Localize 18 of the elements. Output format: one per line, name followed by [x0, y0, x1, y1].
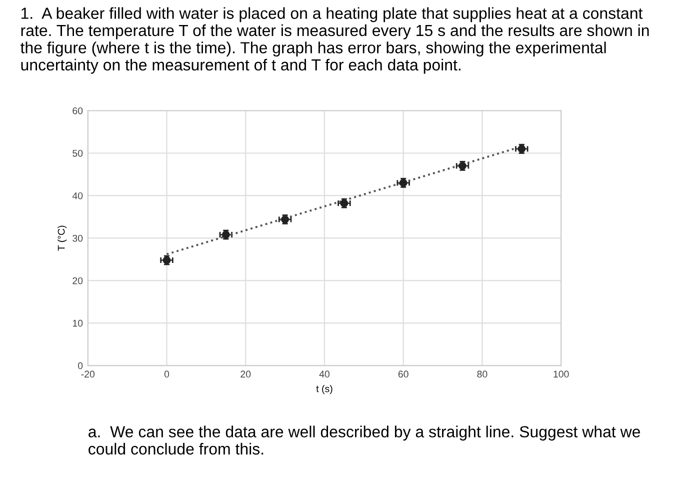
x-tick-label: 80 [477, 370, 488, 378]
x-tick-label: 20 [240, 370, 251, 378]
x-tick-label: 40 [319, 370, 330, 378]
y-axis-title: T (°C) [58, 226, 67, 251]
x-tick-label: 60 [398, 370, 408, 378]
y-tick-label: 0 [78, 362, 83, 370]
y-tick-label: 40 [72, 192, 83, 200]
text: a. We can see the data are well described by a straight line. Suggest what we could conclude from this. [88, 426, 640, 455]
x-tick-label: 100 [554, 370, 569, 378]
y-tick-label: 50 [72, 150, 83, 157]
y-tick-label: 20 [72, 277, 83, 284]
x-tick-label: 0 [164, 370, 170, 378]
chart-title: 1. A beaker filled with water is placed on a heating plate that supplies heat at a constant rate. The temperature T of the water is measured every 15 s and the results are shown in the figure (where t is the time). The graph has error bars, showing the experimental uncertainty on the measurement of t and T for each data point. [20, 7, 649, 74]
y-tick-label: 30 [72, 234, 83, 242]
x-tick-label: -20 [81, 370, 95, 378]
y-tick-label: 60 [72, 107, 83, 114]
y-tick-label: 10 [72, 320, 83, 327]
x-axis-title: t (s) [316, 385, 332, 394]
